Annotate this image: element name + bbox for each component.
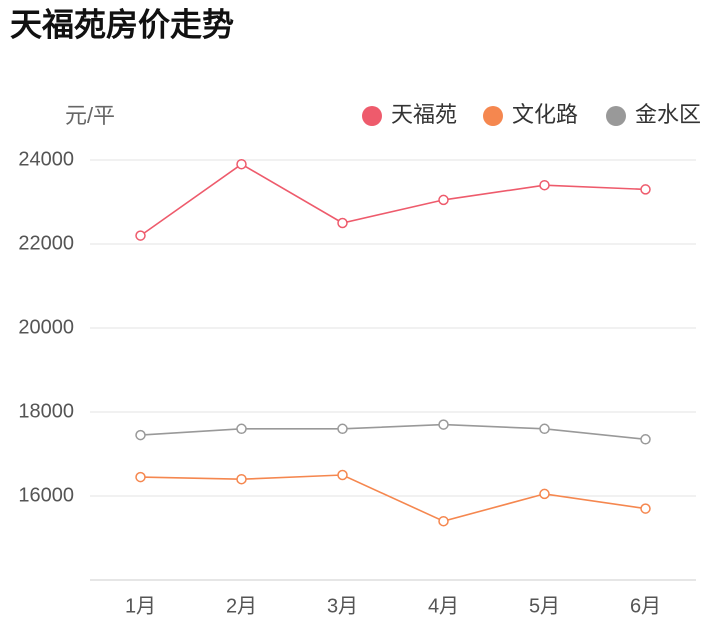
series-line <box>140 163 646 237</box>
x-tick-label: 5月 <box>529 595 560 617</box>
legend-marker <box>362 106 382 126</box>
y-axis-label: 元/平 <box>65 103 115 128</box>
data-point <box>640 503 651 514</box>
x-tick-label: 1月 <box>125 595 156 617</box>
data-point <box>236 423 247 435</box>
y-tick-label: 24000 <box>18 148 74 170</box>
data-point <box>236 473 247 485</box>
legend-label: 文化路 <box>512 102 578 127</box>
data-point <box>337 423 348 435</box>
y-tick-label: 22000 <box>18 232 74 254</box>
data-point <box>337 217 348 229</box>
data-point <box>135 429 146 441</box>
y-tick-label: 20000 <box>18 316 74 338</box>
x-tick-label: 6月 <box>630 595 661 617</box>
data-point <box>135 230 146 241</box>
legend-label: 天福苑 <box>391 102 457 127</box>
data-point <box>539 488 550 500</box>
y-tick-label: 16000 <box>18 484 74 506</box>
chart-title: 天福苑房价走势 <box>10 6 234 42</box>
legend-marker <box>483 106 503 126</box>
data-point <box>135 471 146 483</box>
y-tick-label: 18000 <box>18 400 74 422</box>
legend-marker <box>606 106 626 126</box>
data-point <box>337 469 348 481</box>
x-tick-label: 2月 <box>226 595 257 617</box>
data-point <box>640 434 651 445</box>
series-line <box>140 423 646 441</box>
data-point <box>236 158 247 170</box>
data-point <box>539 423 550 435</box>
x-tick-label: 3月 <box>327 595 358 617</box>
data-point <box>438 194 449 206</box>
series-line <box>140 474 646 523</box>
data-point <box>438 515 449 527</box>
x-tick-label: 4月 <box>428 595 459 617</box>
data-point <box>438 419 449 430</box>
data-point <box>539 179 550 191</box>
data-point <box>640 184 651 195</box>
legend-label: 金水区 <box>635 102 701 127</box>
